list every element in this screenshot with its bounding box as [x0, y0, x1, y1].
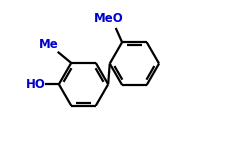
Text: HO: HO — [26, 78, 46, 91]
Text: Me: Me — [39, 38, 59, 51]
Text: MeO: MeO — [94, 12, 123, 25]
